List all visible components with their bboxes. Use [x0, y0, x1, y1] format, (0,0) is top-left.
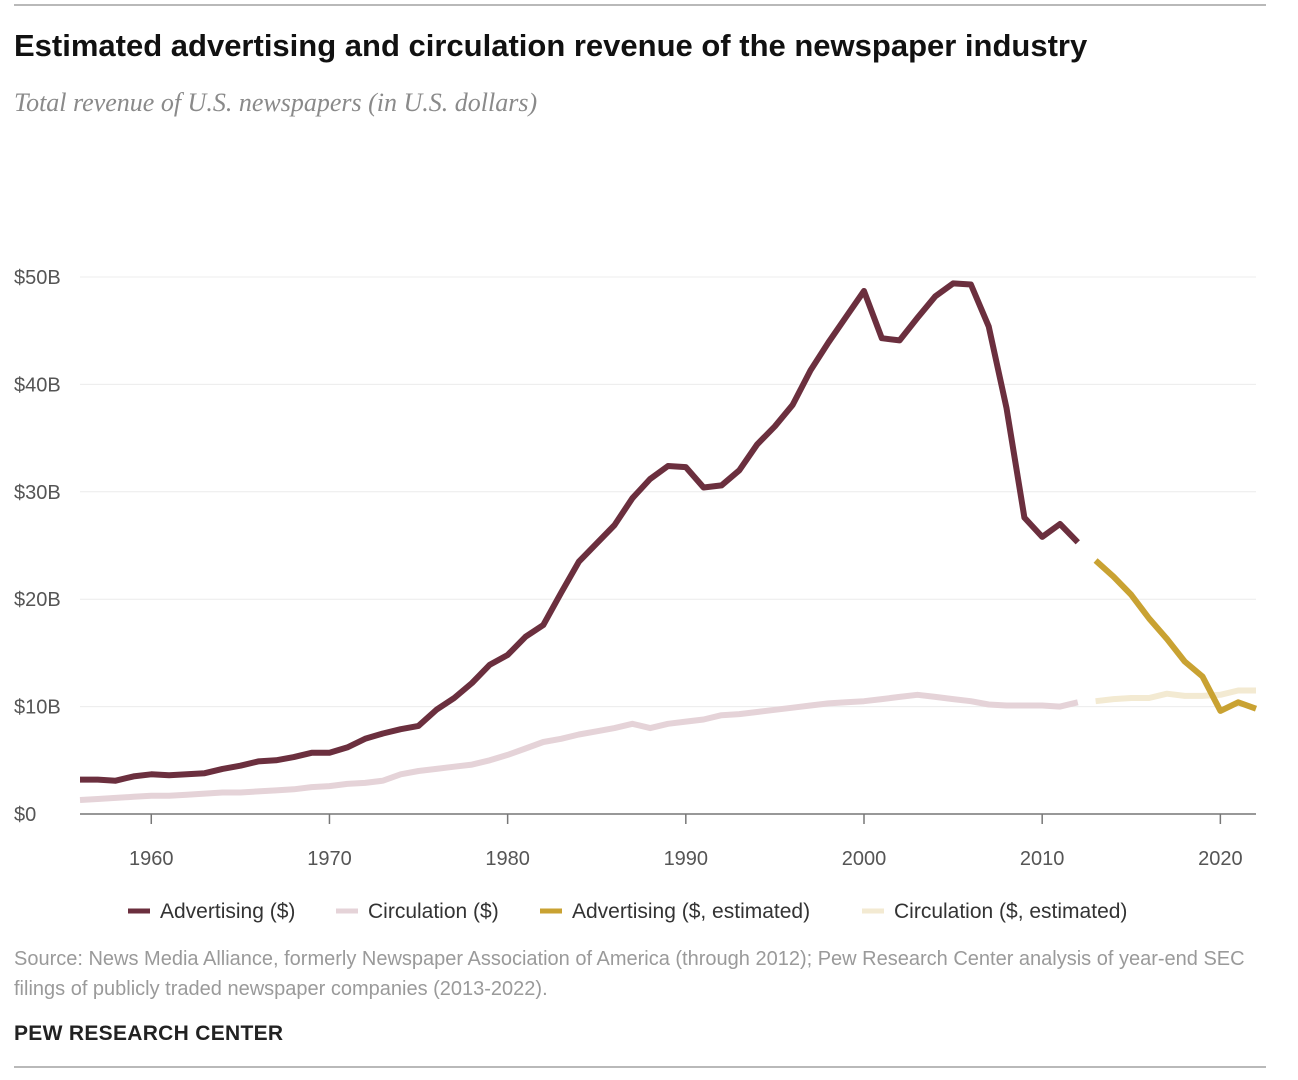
x-tick-label: 2000	[842, 848, 887, 870]
grid-lines	[80, 276, 1256, 708]
x-tick-label: 1970	[307, 848, 352, 870]
legend-item: Advertising ($)	[128, 900, 295, 923]
footer-brand: PEW RESEARCH CENTER	[14, 1022, 284, 1045]
legend-label: Circulation ($)	[368, 900, 499, 923]
x-tick-label: 2020	[1198, 848, 1243, 870]
series-line-0	[80, 280, 1080, 784]
legend-item: Advertising ($, estimated)	[540, 900, 810, 923]
chart-subtitle: Total revenue of U.S. newspapers (in U.S…	[14, 88, 538, 117]
y-tick-label: $30B	[14, 482, 61, 504]
legend-label: Advertising ($)	[160, 900, 295, 923]
y-axis-ticks: $0 $10B $20B $30B $40B $50B	[14, 267, 61, 826]
line-chart: $0 $10B $20B $30B $40B $50B 1960 1970 1980 1990 2…	[14, 267, 1258, 923]
x-tick-label: 1960	[129, 848, 174, 870]
legend-label: Circulation ($, estimated)	[894, 900, 1127, 923]
y-tick-label: $20B	[14, 589, 61, 611]
series-line-2	[1093, 558, 1258, 714]
x-axis-ticks: 1960 1970 1980 1990 2000 2010 2020	[80, 813, 1256, 870]
top-rule	[14, 4, 1266, 6]
y-tick-label: $0	[14, 804, 36, 826]
chart-title: Estimated advertising and circulation re…	[14, 28, 1088, 63]
x-tick-label: 1980	[485, 848, 530, 870]
legend-item: Circulation ($, estimated)	[862, 900, 1127, 923]
legend-item: Circulation ($)	[336, 900, 499, 923]
series-line-3	[1095, 687, 1256, 705]
source-note: Source: News Media Alliance, formerly Ne…	[14, 948, 1245, 1000]
bottom-rule	[14, 1066, 1266, 1068]
legend: Advertising ($) Circulation ($) Advertisin…	[128, 900, 1127, 923]
y-tick-label: $10B	[14, 697, 61, 719]
y-tick-label: $50B	[14, 267, 61, 289]
legend-label: Advertising ($, estimated)	[572, 900, 810, 923]
x-tick-label: 2010	[1020, 848, 1065, 870]
y-tick-label: $40B	[14, 374, 61, 396]
x-tick-label: 1990	[664, 848, 709, 870]
series-line-1	[79, 691, 1079, 803]
series-lines	[79, 280, 1258, 803]
